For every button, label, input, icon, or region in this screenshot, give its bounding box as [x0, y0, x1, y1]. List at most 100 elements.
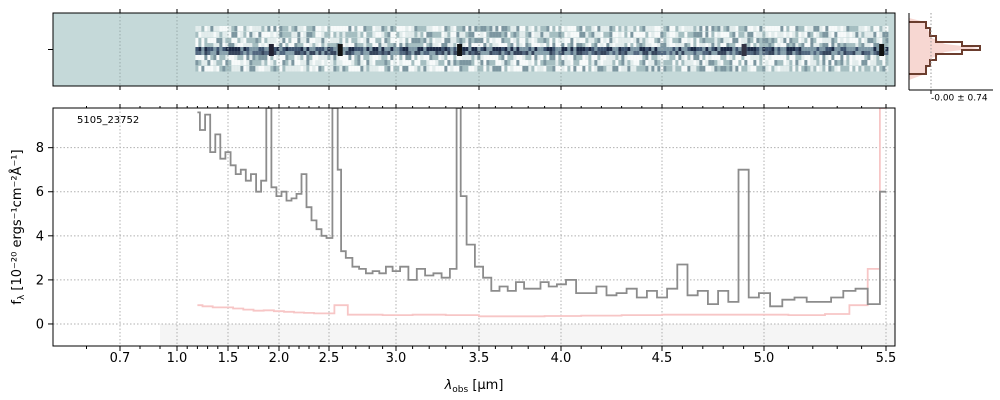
twod-pixel — [201, 47, 205, 51]
twod-pixel — [651, 47, 655, 51]
twod-pixel — [816, 47, 820, 51]
twod-pixel — [657, 43, 661, 49]
twod-pixel — [663, 43, 667, 49]
twod-pixel — [318, 51, 322, 55]
twod-pixel — [699, 66, 703, 72]
twod-pixel — [213, 32, 217, 38]
twod-pixel — [297, 60, 301, 66]
twod-pixel — [861, 66, 865, 72]
twod-pixel — [453, 38, 457, 44]
twod-pixel — [699, 47, 703, 51]
twod-pixel — [789, 38, 793, 44]
twod-pixel — [501, 51, 505, 55]
twod-pixel — [261, 43, 265, 49]
twod-pixel — [672, 51, 676, 55]
twod-pixel — [333, 26, 337, 32]
twod-pixel — [318, 32, 322, 38]
twod-pixel — [867, 55, 871, 61]
twod-pixel — [807, 32, 811, 38]
twod-pixel — [264, 47, 268, 51]
twod-pixel — [363, 38, 367, 44]
twod-pixel — [504, 51, 508, 55]
twod-pixel — [663, 32, 667, 38]
twod-pixel — [513, 43, 517, 49]
twod-pixel — [363, 43, 367, 49]
twod-pixel — [207, 66, 211, 72]
twod-pixel — [828, 51, 832, 55]
twod-pixel — [489, 43, 493, 49]
twod-pixel — [198, 66, 202, 72]
twod-pixel — [855, 26, 859, 32]
twod-pixel — [552, 38, 556, 44]
twod-pixel — [486, 26, 490, 32]
twod-pixel — [684, 47, 688, 51]
twod-pixel — [699, 51, 703, 55]
twod-pixel — [276, 66, 280, 72]
twod-pixel — [291, 38, 295, 44]
twod-pixel — [849, 51, 853, 55]
twod-pixel — [828, 47, 832, 51]
twod-pixel — [393, 60, 397, 66]
twod-pixel — [600, 51, 604, 55]
twod-pixel — [330, 66, 334, 72]
twod-pixel — [273, 51, 277, 55]
twod-pixel — [708, 55, 712, 61]
twod-pixel — [483, 47, 487, 51]
twod-pixel — [804, 32, 808, 38]
twod-pixel — [510, 43, 514, 49]
twod-pixel — [534, 55, 538, 61]
twod-pixel — [450, 66, 454, 72]
twod-pixel — [561, 51, 565, 55]
twod-pixel — [684, 26, 688, 32]
twod-pixel — [657, 47, 661, 51]
twod-pixel — [669, 38, 673, 44]
twod-pixel — [507, 43, 511, 49]
twod-pixel — [315, 66, 319, 72]
twod-pixel — [288, 51, 292, 55]
twod-pixel — [576, 60, 580, 66]
twod-pixel — [807, 51, 811, 55]
twod-pixel — [630, 51, 634, 55]
twod-pixel — [399, 66, 403, 72]
twod-pixel — [276, 51, 280, 55]
twod-pixel — [402, 55, 406, 61]
twod-pixel — [876, 32, 880, 38]
twod-pixel — [474, 32, 478, 38]
twod-pixel — [417, 51, 421, 55]
twod-pixel — [777, 32, 781, 38]
twod-pixel — [237, 43, 241, 49]
twod-pixel — [408, 26, 412, 32]
twod-pixel — [522, 66, 526, 72]
twod-pixel — [723, 43, 727, 49]
twod-pixel — [630, 60, 634, 66]
twod-pixel — [549, 55, 553, 61]
twod-pixel — [624, 43, 628, 49]
twod-pixel — [369, 26, 373, 32]
twod-pixel — [462, 60, 466, 66]
twod-pixel — [666, 55, 670, 61]
twod-pixel — [390, 66, 394, 72]
twod-pixel — [579, 38, 583, 44]
twod-pixel — [504, 38, 508, 44]
twod-pixel — [489, 26, 493, 32]
twod-pixel — [513, 60, 517, 66]
twod-pixel — [309, 51, 313, 55]
twod-pixel — [441, 26, 445, 32]
twod-pixel — [489, 32, 493, 38]
twod-pixel — [351, 66, 355, 72]
twod-pixel — [768, 60, 772, 66]
twod-pixel — [774, 38, 778, 44]
twod-pixel — [678, 55, 682, 61]
twod-pixel — [360, 55, 364, 61]
twod-pixel — [471, 43, 475, 49]
twod-pixel — [447, 51, 451, 55]
twod-pixel — [693, 66, 697, 72]
twod-pixel — [420, 60, 424, 66]
twod-pixel — [768, 51, 772, 55]
twod-pixel — [843, 66, 847, 72]
twod-pixel — [423, 47, 427, 51]
twod-pixel — [291, 43, 295, 49]
twod-pixel — [465, 32, 469, 38]
twod-pixel — [801, 60, 805, 66]
twod-pixel — [264, 26, 268, 32]
